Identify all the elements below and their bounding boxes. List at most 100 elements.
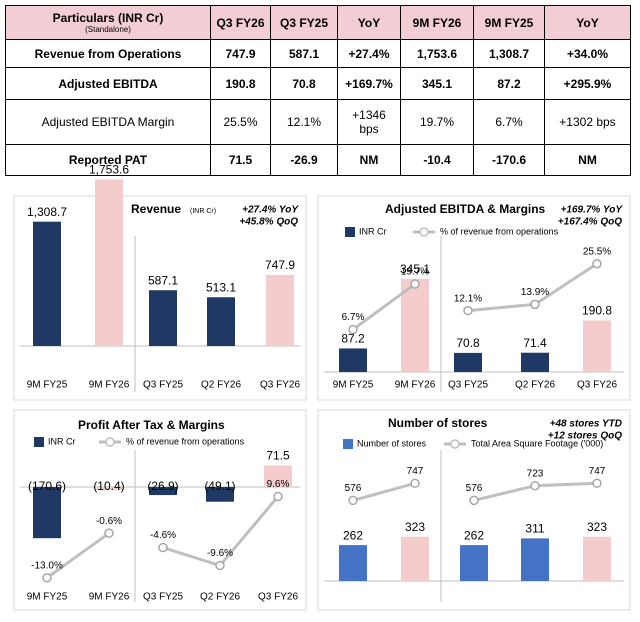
header-text: Particulars (INR Cr) bbox=[52, 11, 164, 25]
line-point bbox=[469, 495, 479, 506]
header-cell: Particulars (INR Cr) (Standalone) bbox=[5, 5, 211, 40]
table-cell: 25.5% bbox=[210, 99, 271, 145]
legend-label: % of revenue from operations bbox=[126, 436, 245, 446]
header-text: 9M FY25 bbox=[484, 15, 534, 30]
bar bbox=[339, 348, 367, 372]
annotation: +167.4% QoQ bbox=[558, 217, 622, 228]
chart-panel: Revenue (INR Cr) +27.4% YoY+45.8% QoQ 9M FY… bbox=[13, 163, 307, 401]
table-cell: -10.4 bbox=[400, 144, 474, 176]
bar-value-label: 1,308.7 bbox=[27, 205, 67, 219]
legend-label: % of revenue from operations bbox=[440, 226, 559, 236]
line-value-label: 6.7% bbox=[342, 312, 365, 323]
table-cell: +27.4% bbox=[337, 39, 401, 68]
table-cell: 587.1 bbox=[270, 39, 338, 68]
line-value-label: 747 bbox=[407, 466, 424, 477]
x-tick-label: Q3 FY26 bbox=[260, 380, 300, 391]
line-value-label: -4.6% bbox=[150, 530, 176, 541]
legend-label: INR Cr bbox=[359, 226, 387, 236]
line-point bbox=[158, 542, 168, 553]
x-tick-label: Q3 FY25 bbox=[448, 380, 488, 391]
bar bbox=[206, 487, 234, 502]
table-cell: NM bbox=[337, 144, 401, 176]
bar-value-label: 587.1 bbox=[148, 273, 178, 287]
line-value-label: 13.9% bbox=[521, 287, 549, 298]
legend-label: Number of stores bbox=[357, 438, 427, 448]
bar-value-label: (170.6) bbox=[28, 479, 66, 493]
table-cell: 12.1% bbox=[270, 99, 338, 145]
line-point bbox=[273, 491, 283, 502]
annotation: +45.8% QoQ bbox=[239, 217, 298, 228]
legend-swatch bbox=[419, 227, 429, 237]
line-point bbox=[348, 495, 358, 506]
table-cell: Reported PAT bbox=[5, 144, 211, 176]
bar-value-label: 71.5 bbox=[266, 449, 290, 463]
header-cell: 9M FY25 bbox=[473, 5, 545, 40]
line-value-label: 9.6% bbox=[267, 479, 290, 490]
line-value-label: 576 bbox=[466, 483, 483, 494]
header-note: (Standalone) bbox=[85, 25, 131, 34]
bar bbox=[521, 352, 549, 372]
line bbox=[46, 531, 110, 580]
line-value-label: 723 bbox=[527, 468, 544, 479]
line-value-label: 747 bbox=[589, 466, 606, 477]
header-cell: Q3 FY26 bbox=[210, 5, 271, 40]
chart-title: Revenue bbox=[131, 202, 181, 216]
line-point bbox=[104, 528, 114, 538]
bar bbox=[266, 274, 294, 346]
table-cell: 87.2 bbox=[473, 67, 545, 100]
annotation: +169.7% YoY bbox=[561, 205, 624, 216]
table-cell: 6.7% bbox=[473, 99, 545, 145]
bar-value-label: 345.1 bbox=[400, 262, 430, 276]
bar bbox=[401, 536, 429, 581]
x-tick-label: 9M FY26 bbox=[395, 380, 436, 391]
line-point bbox=[592, 259, 602, 269]
bar-value-label: 311 bbox=[525, 522, 544, 536]
table-cell: Adjusted EBITDA bbox=[5, 67, 211, 100]
line-value-label: 12.1% bbox=[454, 293, 482, 304]
header-row: Particulars (INR Cr) (Standalone) Q3 FY26 Q… bbox=[5, 5, 631, 40]
line-point bbox=[410, 279, 420, 289]
header-cell: YoY bbox=[337, 5, 401, 40]
bar-value-label: 513.1 bbox=[206, 280, 236, 294]
header-cell: 9M FY26 bbox=[400, 5, 474, 40]
header-text: 9M FY26 bbox=[412, 15, 462, 30]
bar bbox=[454, 352, 482, 372]
line-value-label: 25.5% bbox=[583, 246, 611, 257]
table-cell: 70.8 bbox=[270, 67, 338, 100]
line-point bbox=[530, 480, 540, 491]
table-cell: Adjusted EBITDA Margin bbox=[5, 99, 211, 145]
header-text: YoY bbox=[357, 15, 381, 30]
bar bbox=[460, 545, 488, 581]
bar-value-label: (10.4) bbox=[93, 479, 124, 493]
annotation: +27.4% YoY bbox=[242, 205, 299, 216]
bar bbox=[339, 545, 367, 581]
line-point bbox=[215, 560, 225, 571]
table-cell: 345.1 bbox=[400, 67, 474, 100]
x-tick-label: 9M FY25 bbox=[27, 592, 68, 603]
legend-swatch bbox=[345, 227, 355, 237]
legend-swatch bbox=[343, 439, 353, 449]
x-tick-label: Q3 FY26 bbox=[258, 592, 298, 603]
bar bbox=[95, 179, 123, 346]
chart-title: Adjusted EBITDA & Margins bbox=[385, 202, 546, 216]
bar-value-label: 1,753.6 bbox=[89, 163, 129, 177]
legend-swatch bbox=[450, 439, 460, 449]
results-table: Particulars (INR Cr) (Standalone) Q3 FY26 Q… bbox=[5, 5, 631, 176]
bar bbox=[95, 487, 123, 491]
bar bbox=[149, 290, 177, 346]
chart-panel: Adjusted EBITDA & Margins +169.7% YoY+167… bbox=[317, 195, 631, 401]
x-tick-label: Q3 FY25 bbox=[143, 380, 183, 391]
bar bbox=[583, 320, 611, 372]
annotation: +48 stores YTD bbox=[550, 419, 622, 430]
x-tick-label: Q2 FY26 bbox=[200, 592, 240, 603]
bar bbox=[521, 538, 549, 581]
legend-swatch bbox=[105, 437, 115, 447]
panel-frame bbox=[13, 409, 307, 611]
table-cell: +169.7% bbox=[337, 67, 401, 100]
line-point bbox=[42, 573, 52, 583]
chart-subtitle: (INR Cr) bbox=[190, 208, 216, 215]
table-cell: -170.6 bbox=[473, 144, 545, 176]
bar-value-label: (49.1) bbox=[204, 479, 235, 493]
table-row: Adjusted EBITDA 190.8 70.8 +169.7% 345.1 87.2… bbox=[5, 67, 631, 100]
